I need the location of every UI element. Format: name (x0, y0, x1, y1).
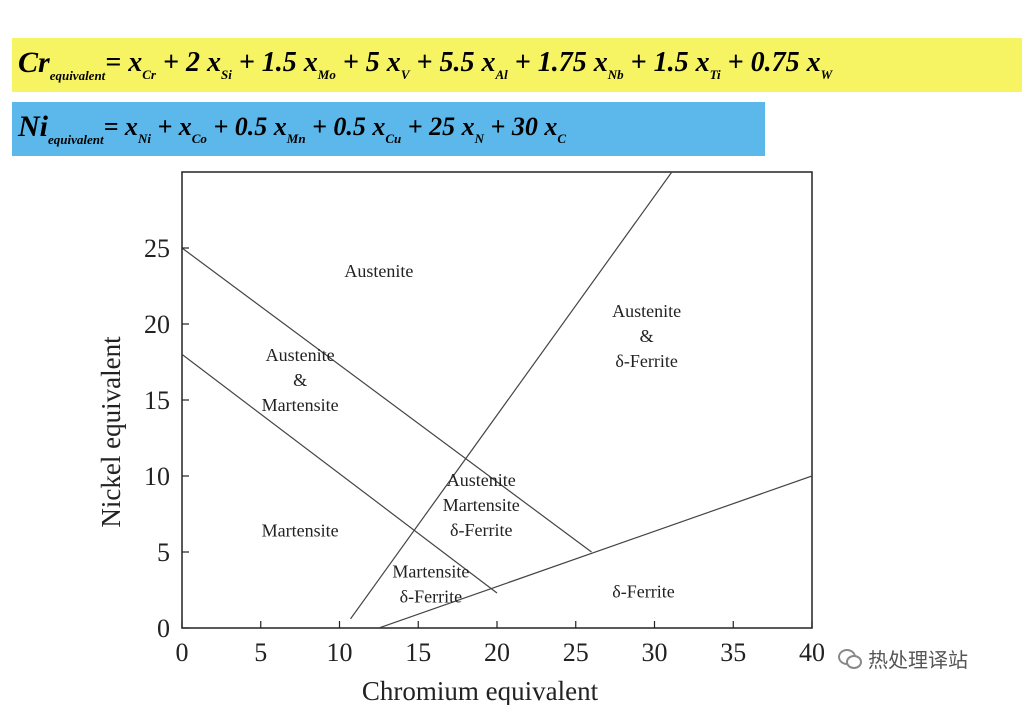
phase-boundary-line (350, 172, 673, 620)
phase-region-label: Austenite (612, 301, 681, 321)
ni-term: = xNi (103, 111, 151, 146)
phase-region-label: Austenite (266, 345, 335, 365)
y-tick-label: 5 (157, 538, 170, 567)
x-tick-label: 5 (254, 638, 267, 667)
phase-region-label: δ-Ferrite (612, 582, 674, 602)
y-tick-label: 0 (157, 614, 170, 643)
y-tick-label: 25 (144, 234, 170, 263)
cr-term: + 1.75 xNb (507, 47, 624, 82)
cr-equivalent-formula: Crequivalent = xCr + 2 xSi + 1.5 xMo + 5… (12, 38, 1022, 92)
watermark-text: 热处理译站 (868, 648, 968, 672)
phase-region-label: Austenite (344, 261, 413, 281)
phase-region-label: Martensite (262, 395, 339, 415)
cr-term: + 2 xSi (156, 47, 232, 82)
axis-ticks: 0 5 10 15 20 25 30 35 40 0 5 10 15 20 25 (144, 234, 825, 667)
phase-region-label: Austenite (447, 470, 516, 490)
y-axis-label: Nickel equivalent (96, 336, 126, 528)
x-tick-label: 30 (642, 638, 668, 667)
cr-term: + 5 xV (335, 47, 410, 82)
cr-term: + 1.5 xMo (231, 47, 336, 82)
ni-lhs: Niequivalent (18, 110, 104, 147)
phase-region-label: δ-Ferrite (615, 351, 677, 371)
phase-region-label: δ-Ferrite (450, 520, 512, 540)
phase-region-label: Martensite (392, 561, 469, 581)
phase-region-labels: Austenite Austenite & δ-Ferrite Austenite & Ma… (262, 261, 681, 607)
phase-region-label: & (293, 370, 307, 390)
phase-region-label: Martensite (262, 521, 339, 541)
phase-boundary-line (182, 353, 498, 594)
phase-region-label: Martensite (443, 495, 520, 515)
x-tick-label: 40 (799, 638, 825, 667)
y-tick-label: 20 (144, 310, 170, 339)
x-tick-label: 15 (405, 638, 431, 667)
phase-boundaries (182, 172, 812, 628)
phase-region-label: δ-Ferrite (400, 586, 462, 606)
phase-boundary-line (378, 475, 812, 628)
y-tick-label: 10 (144, 462, 170, 491)
cr-terms: = xCr + 2 xSi + 1.5 xMo + 5 xV + 5.5 xAl… (105, 47, 832, 83)
cr-term: + 5.5 xAl (409, 47, 508, 82)
phase-region-label: & (640, 326, 654, 346)
ni-term: + 30 xC (484, 111, 567, 146)
phase-boundary-line (182, 247, 592, 553)
cr-lhs: Crequivalent (18, 46, 106, 83)
x-tick-label: 25 (563, 638, 589, 667)
ni-terms: = xNi + xCo + 0.5 xMn + 0.5 xCu + 25 xN … (104, 112, 566, 147)
cr-term: + 1.5 xTi (623, 47, 721, 82)
x-tick-label: 35 (720, 638, 746, 667)
y-tick-label: 15 (144, 386, 170, 415)
cr-term: = xCr (105, 47, 156, 82)
ni-equivalent-formula: Niequivalent = xNi + xCo + 0.5 xMn + 0.5… (12, 102, 765, 156)
ni-term: + 0.5 xMn (206, 111, 306, 146)
x-tick-label: 20 (484, 638, 510, 667)
x-tick-label: 0 (176, 638, 189, 667)
wechat-icon (838, 648, 862, 669)
x-axis-label: Chromium equivalent (362, 676, 599, 705)
ni-term: + 25 xN (401, 111, 485, 146)
ni-term: + 0.5 xCu (305, 111, 402, 146)
cr-term: + 0.75 xW (720, 47, 833, 82)
ni-term: + xCo (150, 111, 207, 146)
watermark: 热处理译站 (838, 644, 968, 673)
x-tick-label: 10 (327, 638, 353, 667)
